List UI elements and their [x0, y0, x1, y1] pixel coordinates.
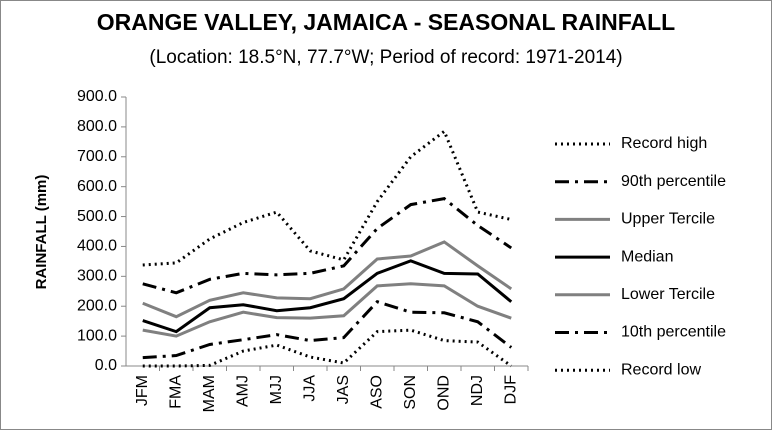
y-tick-label: 200.0 [77, 297, 117, 314]
series-line [142, 328, 513, 368]
series-line [142, 129, 512, 267]
legend-label: Record low [621, 361, 701, 378]
x-tick-label: SON [402, 375, 419, 410]
legend-label: 10th percentile [621, 324, 726, 341]
chart-title: ORANGE VALLEY, JAMAICA - SEASONAL RAINFA… [97, 9, 675, 35]
y-tick-label: 400.0 [77, 238, 117, 255]
legend-label: Upper Tercile [621, 211, 715, 228]
x-tick-label: JFM [134, 375, 151, 406]
y-tick-label: 700.0 [77, 148, 117, 165]
x-tick-label: ASO [368, 375, 385, 409]
y-tick-label: 800.0 [77, 118, 117, 135]
y-tick-label: 0.0 [95, 357, 117, 374]
x-tick-label: MJJ [268, 375, 285, 404]
y-axis-label: RAINFALL (mm) [33, 175, 50, 290]
legend-label: Record high [621, 135, 707, 152]
x-tick-label: AMJ [234, 375, 251, 407]
series-line [142, 300, 513, 360]
x-tick-label: FMA [167, 375, 184, 409]
series-line [142, 240, 513, 319]
series-line [142, 282, 512, 338]
x-tick-label: JJA [301, 375, 318, 402]
x-tick-label: MAM [201, 375, 218, 412]
legend-label: 90th percentile [621, 173, 726, 190]
chart-subtitle: (Location: 18.5°N, 77.7°W; Period of rec… [149, 47, 622, 68]
y-tick-label: 300.0 [77, 268, 117, 285]
legend-label: Median [621, 248, 673, 265]
legend-label: Lower Tercile [621, 286, 715, 303]
y-tick-label: 600.0 [77, 178, 117, 195]
y-tick-label: 900.0 [77, 88, 117, 105]
y-tick-label: 500.0 [77, 208, 117, 225]
x-tick-label: NDJ [469, 375, 486, 406]
x-tick-label: DJF [502, 375, 519, 405]
series-line [142, 259, 513, 334]
x-tick-label: OND [435, 375, 452, 411]
x-tick-label: JAS [335, 375, 352, 404]
y-tick-label: 100.0 [77, 327, 117, 344]
series-line [142, 197, 513, 295]
